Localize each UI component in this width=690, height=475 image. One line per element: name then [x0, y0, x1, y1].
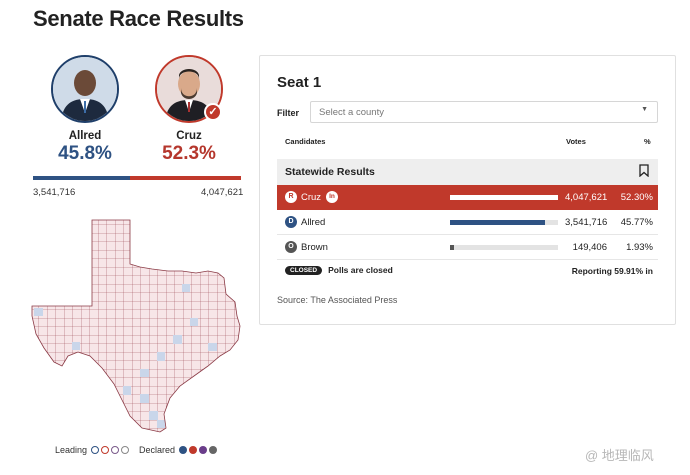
poll-status: CLOSED Polls are closed	[285, 265, 393, 275]
texas-county-map[interactable]	[30, 216, 245, 441]
seat-title: Seat 1	[277, 74, 322, 91]
leading-other-dot	[111, 446, 120, 454]
result-row-cruz[interactable]: R Cruz In 4,047,621 52.30%	[277, 185, 658, 210]
vote-share-rep	[130, 176, 241, 180]
vote-bar	[450, 220, 558, 225]
county-select-placeholder: Select a county	[319, 107, 384, 118]
candidate-name: Cruz	[176, 130, 202, 142]
vote-bar	[450, 245, 558, 250]
row-votes: 4,047,621	[565, 192, 608, 203]
watermark: @ 地理临风	[585, 448, 654, 463]
map-legend: Leading Declared	[55, 445, 227, 455]
row-pct: 45.77%	[620, 217, 653, 228]
filter-label: Filter	[277, 108, 300, 118]
party-badge-d: D	[285, 216, 297, 228]
vote-bar-fill	[450, 245, 454, 250]
vote-share-bar	[33, 176, 241, 180]
statewide-header: Statewide Results	[277, 159, 658, 185]
vote-bar-fill	[450, 195, 558, 200]
county-select[interactable]: Select a county ▼	[310, 101, 658, 123]
row-pct: 1.93%	[626, 242, 653, 253]
candidate-name: Brown	[301, 242, 328, 253]
cruz-votes: 4,047,621	[201, 187, 244, 198]
closed-badge: CLOSED	[285, 265, 323, 275]
declared-other-dot	[199, 446, 208, 454]
legend-leading: Leading	[55, 445, 130, 455]
candidate-pct: 45.8%	[58, 143, 112, 164]
source-note: Source: The Associated Press	[277, 295, 398, 305]
row-votes: 3,541,716	[565, 217, 608, 228]
candidate-name: Cruz	[301, 192, 322, 203]
row-pct: 52.30%	[620, 192, 653, 203]
result-row-allred[interactable]: D Allred 3,541,716 45.77%	[277, 210, 658, 235]
col-votes: Votes	[566, 137, 586, 146]
col-candidates: Candidates	[285, 137, 326, 146]
vote-share-dem	[33, 176, 131, 180]
page-title: Senate Race Results	[33, 6, 244, 31]
incumbent-badge: In	[326, 191, 338, 203]
vote-bar-fill	[450, 220, 545, 225]
results-card: Seat 1 Filter Select a county ▼ Candidat…	[259, 55, 676, 325]
candidate-pct: 52.3%	[162, 143, 216, 164]
candidate-allred: Allred 45.8%	[41, 55, 129, 165]
legend-declared: Declared	[139, 445, 218, 455]
allred-votes: 3,541,716	[33, 187, 76, 198]
vote-bar	[450, 195, 558, 200]
leading-tie-dot	[121, 446, 130, 454]
leading-dem-dot	[91, 446, 100, 454]
col-pct: %	[644, 137, 651, 146]
row-votes: 149,406	[572, 242, 607, 253]
declared-dem-dot	[179, 446, 188, 454]
poll-status-text: Polls are closed	[328, 265, 393, 275]
statewide-label: Statewide Results	[285, 166, 375, 178]
candidate-name: Allred	[301, 217, 326, 228]
check-icon: ✓	[204, 103, 222, 121]
candidate-photo-allred	[51, 55, 119, 123]
party-badge-o: O	[285, 241, 297, 253]
declared-tie-dot	[209, 446, 218, 454]
result-row-brown[interactable]: O Brown 149,406 1.93%	[277, 235, 658, 260]
caret-down-icon: ▼	[641, 106, 648, 113]
party-badge-r: R	[285, 191, 297, 203]
reporting-status: Reporting 59.91% in	[571, 266, 653, 276]
bookmark-icon[interactable]	[639, 164, 649, 177]
declared-rep-dot	[189, 446, 198, 454]
leading-rep-dot	[101, 446, 110, 454]
candidate-name: Allred	[68, 130, 102, 142]
